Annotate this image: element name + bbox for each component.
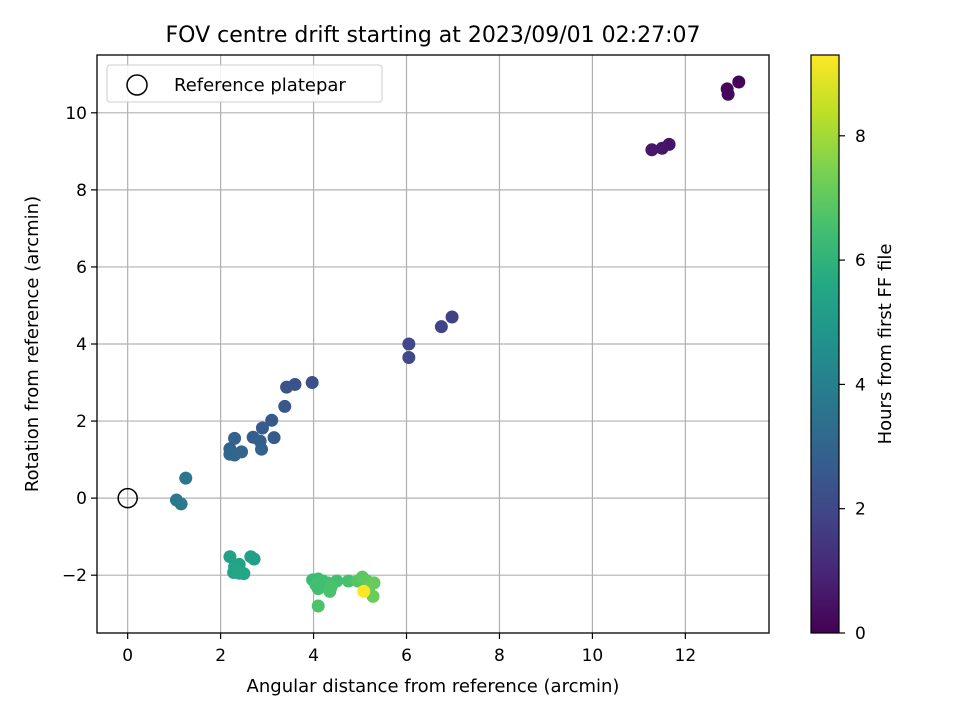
colorbar-tick-label: 8 xyxy=(855,127,866,147)
legend-box xyxy=(106,64,383,103)
y-tick-label: 2 xyxy=(76,412,87,432)
y-axis-ticks: −2 0 2 4 6 8 10 xyxy=(62,104,97,586)
data-point xyxy=(341,574,355,588)
data-point xyxy=(357,584,371,598)
x-tick-label: 6 xyxy=(401,646,412,666)
data-point xyxy=(228,448,242,462)
data-point xyxy=(278,399,292,413)
colorbar-tick-label: 4 xyxy=(855,375,866,395)
data-point xyxy=(323,584,337,598)
y-tick-label: 8 xyxy=(76,181,87,201)
data-point xyxy=(655,141,669,155)
data-point xyxy=(721,87,735,101)
reference-platepar-marker xyxy=(117,487,138,509)
x-tick-label: 2 xyxy=(215,646,226,666)
colorbar-tick-label: 6 xyxy=(855,251,866,271)
y-tick-label: −2 xyxy=(62,566,87,586)
data-point xyxy=(265,413,279,427)
colorbar-ticks: 0 2 4 6 8 xyxy=(839,127,866,644)
data-point xyxy=(280,380,294,394)
data-point xyxy=(247,552,261,566)
data-point xyxy=(174,497,188,511)
y-tick-label: 4 xyxy=(76,335,87,355)
chart-title: FOV centre drift starting at 2023/09/01 … xyxy=(166,23,701,48)
data-point xyxy=(434,320,448,334)
x-tick-label: 12 xyxy=(675,646,697,666)
data-point xyxy=(645,143,659,157)
data-point xyxy=(255,442,269,456)
data-point xyxy=(179,471,193,485)
legend-entry-label: Reference platepar xyxy=(174,75,346,96)
data-point xyxy=(267,431,281,445)
data-points xyxy=(169,75,746,613)
x-tick-label: 10 xyxy=(582,646,604,666)
data-point xyxy=(732,75,746,89)
legend-marker-icon xyxy=(126,74,148,96)
colorbar-tick-label: 0 xyxy=(855,624,866,644)
colorbar xyxy=(810,54,840,634)
data-point xyxy=(228,431,242,445)
data-point xyxy=(255,421,269,435)
y-tick-label: 10 xyxy=(65,104,87,124)
x-tick-label: 0 xyxy=(122,646,133,666)
grid-lines xyxy=(97,55,769,633)
x-tick-label: 4 xyxy=(308,646,319,666)
colorbar-tick-label: 2 xyxy=(855,500,866,520)
x-axis-label: Angular distance from reference (arcmin) xyxy=(247,676,620,697)
legend: Reference platepar xyxy=(106,64,383,103)
y-tick-label: 6 xyxy=(76,258,87,278)
data-point xyxy=(223,550,237,564)
data-point xyxy=(311,599,325,613)
x-tick-label: 8 xyxy=(494,646,505,666)
data-point xyxy=(237,567,251,581)
data-point xyxy=(445,310,459,324)
x-axis-ticks: 0 2 4 6 8 10 12 xyxy=(122,633,696,666)
data-point xyxy=(402,350,416,364)
data-point xyxy=(305,376,319,390)
y-tick-label: 0 xyxy=(76,489,87,509)
colorbar-label: Hours from first FF file xyxy=(875,244,896,445)
data-point xyxy=(311,582,325,596)
y-axis-label: Rotation from reference (arcmin) xyxy=(22,196,43,492)
data-point xyxy=(402,337,416,351)
